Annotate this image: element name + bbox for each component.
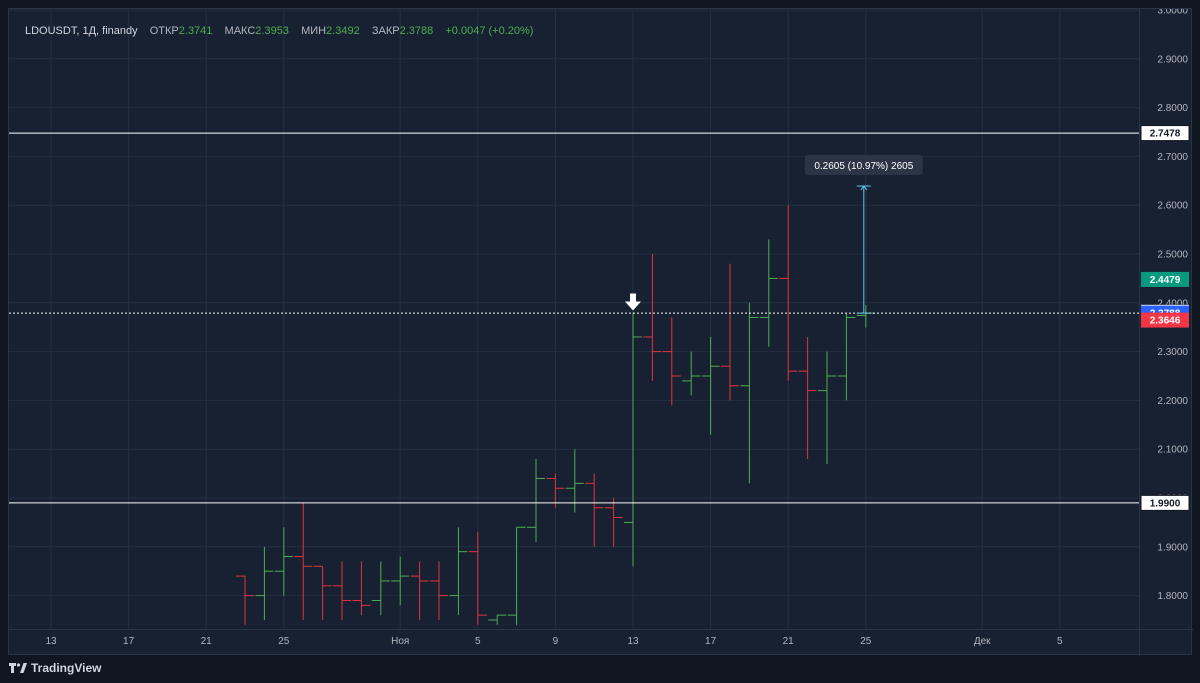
price-scale-badge[interactable]: [1141, 271, 1189, 287]
down-arrow-marker-icon[interactable]: [625, 293, 641, 311]
symbol-title: LDOUSDT, 1Д, finandy: [25, 25, 138, 37]
x-axis-tick-label: Дек: [974, 636, 991, 647]
high-value: 2.3953: [255, 25, 289, 37]
y-axis-tick-label: 2.1000: [1157, 445, 1188, 456]
measure-label-box: [804, 155, 923, 176]
y-axis-tick-label: 2.6000: [1157, 201, 1188, 212]
x-axis-tick-label: 21: [783, 636, 795, 647]
tradingview-logo-icon: [9, 663, 27, 673]
price-scale-badge[interactable]: [1141, 312, 1189, 328]
x-axis-tick-label: 5: [1057, 636, 1063, 647]
close-label: ЗАКР: [371, 25, 400, 37]
x-axis-tick-label: 9: [553, 636, 559, 647]
x-axis-tick-label: 13: [627, 636, 639, 647]
ohlc-chart[interactable]: 0.2605 (10.97%) 2605 3.0000 2.9000 2.8000 2.…: [9, 9, 1193, 656]
x-axis-tick-label: 25: [860, 636, 872, 647]
price-scale-badge[interactable]: [1140, 125, 1190, 142]
branding-text: TradingView: [31, 661, 102, 675]
close-value: 2.3788: [399, 25, 434, 37]
price-scale-badge-label: 2.3646: [1150, 316, 1181, 327]
y-axis-tick-label: 2.2000: [1157, 396, 1188, 407]
measure-label: 0.2605 (10.97%) 2605: [814, 161, 913, 172]
y-axis-tick-label: 1.8000: [1157, 591, 1188, 602]
y-axis-tick-label: 2.3000: [1157, 347, 1188, 358]
price-scale-badge-label: 2.4479: [1150, 275, 1181, 286]
ohlc-bars: [236, 205, 875, 625]
high-label: МАКС: [224, 25, 256, 37]
x-axis-tick-label: 5: [475, 636, 481, 647]
chart-pane[interactable]: LDOUSDT, 1Д, finandy ОТКР2.3741 МАКС2.39…: [8, 8, 1193, 656]
symbol-legend: LDOUSDT, 1Д, finandy ОТКР2.3741 МАКС2.39…: [25, 25, 533, 37]
price-scale-badge[interactable]: [1140, 494, 1190, 511]
change-value: +0.0047 (+0.20%): [445, 25, 534, 37]
x-axis-tick-label: 13: [45, 636, 57, 647]
measure-arrow-icon: [860, 185, 868, 191]
x-axis-tick-label: 17: [705, 636, 717, 647]
price-scale-badge-label: 1.9900: [1150, 498, 1181, 509]
low-value: 2.3492: [326, 25, 360, 37]
open-value: 2.3741: [178, 25, 213, 37]
price-scale-badge-label: 2.7478: [1150, 129, 1181, 140]
y-axis-tick-label: 2.8000: [1157, 103, 1188, 114]
x-axis-tick-label: Ноя: [391, 636, 409, 647]
y-axis-tick-label: 1.9000: [1157, 542, 1188, 553]
x-axis-tick-label: 21: [201, 636, 213, 647]
x-axis-tick-label: 17: [123, 636, 135, 647]
y-axis-tick-label: 2.7000: [1157, 152, 1188, 163]
y-axis-tick-label: 2.4000: [1157, 298, 1188, 309]
y-axis-tick-label: 2.5000: [1157, 250, 1188, 261]
tradingview-branding[interactable]: TradingView: [9, 659, 101, 677]
y-axis-tick-label: 2.9000: [1157, 54, 1188, 65]
y-axis-tick-label: 3.0000: [1157, 9, 1188, 17]
x-axis-tick-label: 25: [278, 636, 290, 647]
open-label: ОТКР: [149, 25, 179, 37]
low-label: МИН: [301, 25, 327, 37]
